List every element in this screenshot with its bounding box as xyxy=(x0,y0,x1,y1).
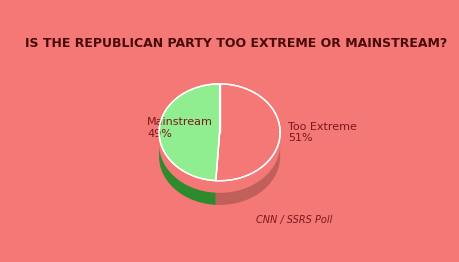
PathPatch shape xyxy=(215,84,280,181)
Text: Too Extreme
51%: Too Extreme 51% xyxy=(288,122,356,143)
Text: CNN / SSRS Poll: CNN / SSRS Poll xyxy=(256,215,332,225)
PathPatch shape xyxy=(159,145,215,205)
PathPatch shape xyxy=(159,84,219,181)
Text: Mainstream
49%: Mainstream 49% xyxy=(147,117,213,139)
PathPatch shape xyxy=(215,145,280,205)
Text: IS THE REPUBLICAN PARTY TOO EXTREME OR MAINSTREAM?: IS THE REPUBLICAN PARTY TOO EXTREME OR M… xyxy=(25,37,446,51)
